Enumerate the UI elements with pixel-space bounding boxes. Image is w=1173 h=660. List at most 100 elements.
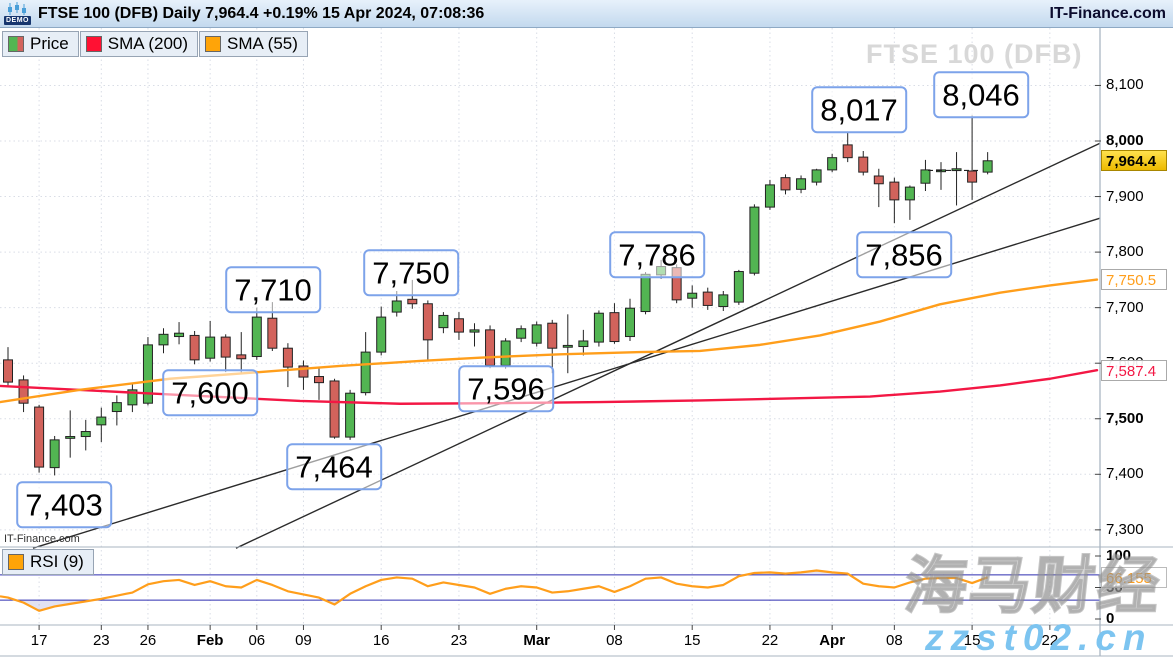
candle bbox=[904, 185, 915, 220]
candle bbox=[578, 329, 589, 356]
candle bbox=[547, 319, 558, 374]
legend-chip-sma55[interactable]: SMA (55) bbox=[199, 31, 308, 57]
candle bbox=[780, 174, 791, 195]
x-axis-tick: 16 bbox=[372, 632, 390, 649]
candle bbox=[827, 153, 838, 173]
price-legend: Price SMA (200) SMA (55) bbox=[2, 31, 309, 57]
candle bbox=[251, 307, 262, 360]
candle bbox=[500, 338, 511, 369]
x-axis-tick: Apr bbox=[819, 632, 846, 649]
price-annotation: 7,600 bbox=[162, 369, 258, 417]
candle bbox=[96, 407, 107, 443]
candle bbox=[842, 131, 853, 163]
demo-badge-icon: DEMO bbox=[4, 1, 31, 26]
rsi-swatch-icon bbox=[8, 554, 24, 570]
rsi-line bbox=[0, 569, 989, 612]
rsi-legend-label: RSI (9) bbox=[30, 552, 84, 571]
candle bbox=[733, 269, 744, 305]
candle bbox=[158, 328, 169, 354]
candle bbox=[236, 332, 247, 374]
brand-link[interactable]: IT-Finance.com bbox=[1049, 4, 1166, 22]
price-axis-tick: 7,900 bbox=[1106, 187, 1144, 205]
candle bbox=[142, 337, 153, 406]
candle bbox=[516, 325, 527, 343]
chart-watermark: FTSE 100 (DFB) bbox=[866, 39, 1083, 69]
candle bbox=[34, 404, 45, 473]
candle bbox=[205, 320, 216, 362]
price-annotation: 7,596 bbox=[458, 365, 554, 413]
candle bbox=[65, 410, 76, 458]
candle bbox=[749, 204, 760, 276]
candle bbox=[282, 343, 293, 388]
legend-chip-price[interactable]: Price bbox=[2, 31, 79, 57]
candle bbox=[485, 325, 496, 369]
candle bbox=[858, 151, 869, 176]
legend-price-label: Price bbox=[30, 34, 69, 53]
price-annotation: 8,046 bbox=[933, 71, 1029, 119]
legend-sma55-label: SMA (55) bbox=[227, 34, 298, 53]
candle bbox=[314, 367, 324, 400]
candle bbox=[298, 360, 309, 390]
legend-chip-rsi[interactable]: RSI (9) bbox=[2, 549, 94, 575]
site-watermark-url: zzst02.cn bbox=[925, 617, 1153, 658]
price-axis-tick: 8,000 bbox=[1106, 132, 1144, 149]
candle bbox=[687, 285, 698, 308]
price-marker-sma55: 7,750.5 bbox=[1101, 269, 1167, 291]
candle bbox=[936, 162, 946, 190]
x-axis-tick: 08 bbox=[606, 632, 623, 649]
legend-chip-sma200[interactable]: SMA (200) bbox=[79, 31, 199, 57]
x-axis-tick: 08 bbox=[886, 632, 903, 649]
candle bbox=[438, 312, 449, 334]
demo-label: DEMO bbox=[4, 15, 31, 25]
sma200-swatch-icon bbox=[85, 36, 102, 52]
candle bbox=[127, 384, 138, 413]
candle bbox=[111, 395, 122, 426]
candle bbox=[889, 177, 900, 224]
x-axis-tick: 26 bbox=[139, 632, 157, 649]
price-axis-tick: 7,500 bbox=[1106, 409, 1144, 427]
candle bbox=[376, 306, 387, 356]
candle bbox=[562, 314, 573, 374]
price-annotation: 7,856 bbox=[856, 231, 952, 279]
price-axis-tick: 7,300 bbox=[1106, 520, 1144, 538]
price-axis-tick: 8,100 bbox=[1106, 76, 1144, 94]
candle bbox=[951, 152, 962, 206]
candle bbox=[531, 321, 542, 347]
x-axis-tick: 06 bbox=[248, 632, 266, 649]
candle bbox=[982, 152, 993, 175]
x-axis-tick: 23 bbox=[450, 632, 468, 649]
legend-sma200-label: SMA (200) bbox=[107, 34, 189, 53]
rsi-axis-tick: 0 bbox=[1106, 610, 1115, 627]
price-swatch-icon bbox=[8, 36, 24, 52]
candle bbox=[422, 300, 433, 360]
candle bbox=[49, 435, 60, 476]
price-annotation: 7,786 bbox=[609, 231, 705, 279]
candle bbox=[174, 322, 185, 345]
price-axis-tick: 7,700 bbox=[1106, 298, 1144, 316]
candle bbox=[625, 298, 635, 341]
chart-title: FTSE 100 (DFB) Daily 7,964.4 +0.19% 15 A… bbox=[38, 4, 485, 22]
candle bbox=[18, 375, 29, 413]
price-axis-tick: 7,800 bbox=[1106, 243, 1144, 261]
price-annotation: 7,710 bbox=[225, 266, 321, 314]
rsi-axis-tick: 100 bbox=[1106, 547, 1132, 564]
candle bbox=[640, 272, 651, 315]
candle bbox=[811, 168, 822, 186]
rsi-value-marker: 66.155 bbox=[1101, 566, 1167, 588]
candle bbox=[189, 330, 200, 365]
x-axis-tick: 09 bbox=[295, 632, 312, 649]
price-annotation: 7,464 bbox=[286, 443, 382, 491]
site-watermark-cn: 海马财经 bbox=[900, 551, 1165, 622]
x-axis-tick: 17 bbox=[30, 632, 48, 649]
candle bbox=[593, 310, 604, 347]
price-marker-sma200: 7,587.4 bbox=[1101, 359, 1167, 381]
top-bar: DEMO FTSE 100 (DFB) Daily 7,964.4 +0.19%… bbox=[0, 0, 1173, 28]
candle bbox=[220, 334, 231, 373]
price-marker-last: 7,964.4 bbox=[1101, 150, 1167, 172]
x-axis-tick: 15 bbox=[963, 632, 981, 649]
x-axis-tick: 15 bbox=[683, 632, 701, 649]
candle bbox=[796, 175, 807, 194]
candle bbox=[80, 419, 91, 451]
price-annotation: 7,750 bbox=[363, 249, 459, 297]
